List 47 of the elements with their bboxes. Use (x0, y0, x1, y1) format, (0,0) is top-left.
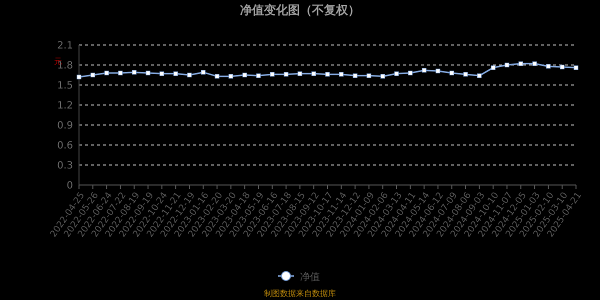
y-tick-label: 0.3 (57, 160, 73, 172)
point (339, 72, 344, 77)
point (504, 62, 510, 68)
point (284, 72, 288, 77)
point (187, 72, 192, 78)
point (298, 71, 302, 76)
y-tick-label: 0 (66, 180, 73, 192)
point (104, 70, 109, 76)
point (270, 72, 275, 77)
point (574, 65, 578, 70)
point (490, 65, 496, 70)
point (311, 71, 316, 76)
point (90, 72, 96, 78)
legend-label: 净值 (300, 271, 320, 283)
point (518, 61, 524, 66)
point (256, 73, 261, 78)
point (408, 70, 413, 76)
y-tick-label: 2.1 (57, 40, 73, 52)
y-tick-label: 0.6 (57, 140, 73, 152)
text: 制图数据来自数据库 (264, 289, 336, 298)
point (132, 70, 136, 75)
point (560, 64, 564, 70)
point (380, 74, 385, 79)
chart-title: 净值变化图（不复权） (240, 3, 360, 17)
point (201, 70, 206, 75)
y-tick-label: 0.9 (57, 120, 73, 132)
point (325, 72, 330, 77)
point (366, 73, 372, 78)
point (173, 71, 178, 76)
point (214, 74, 220, 79)
point (463, 72, 468, 77)
point (242, 72, 247, 78)
point (394, 71, 399, 76)
y-tick-label: 1.5 (57, 80, 73, 92)
point (118, 70, 123, 76)
point (450, 70, 454, 76)
point (146, 70, 150, 76)
point (546, 64, 551, 69)
point (160, 71, 164, 76)
point (477, 73, 482, 78)
point (76, 74, 82, 80)
point (422, 68, 426, 73)
point (228, 74, 234, 79)
point (532, 61, 537, 66)
point (352, 73, 358, 78)
point (436, 68, 440, 74)
y-tick-label: 1.2 (57, 100, 73, 112)
